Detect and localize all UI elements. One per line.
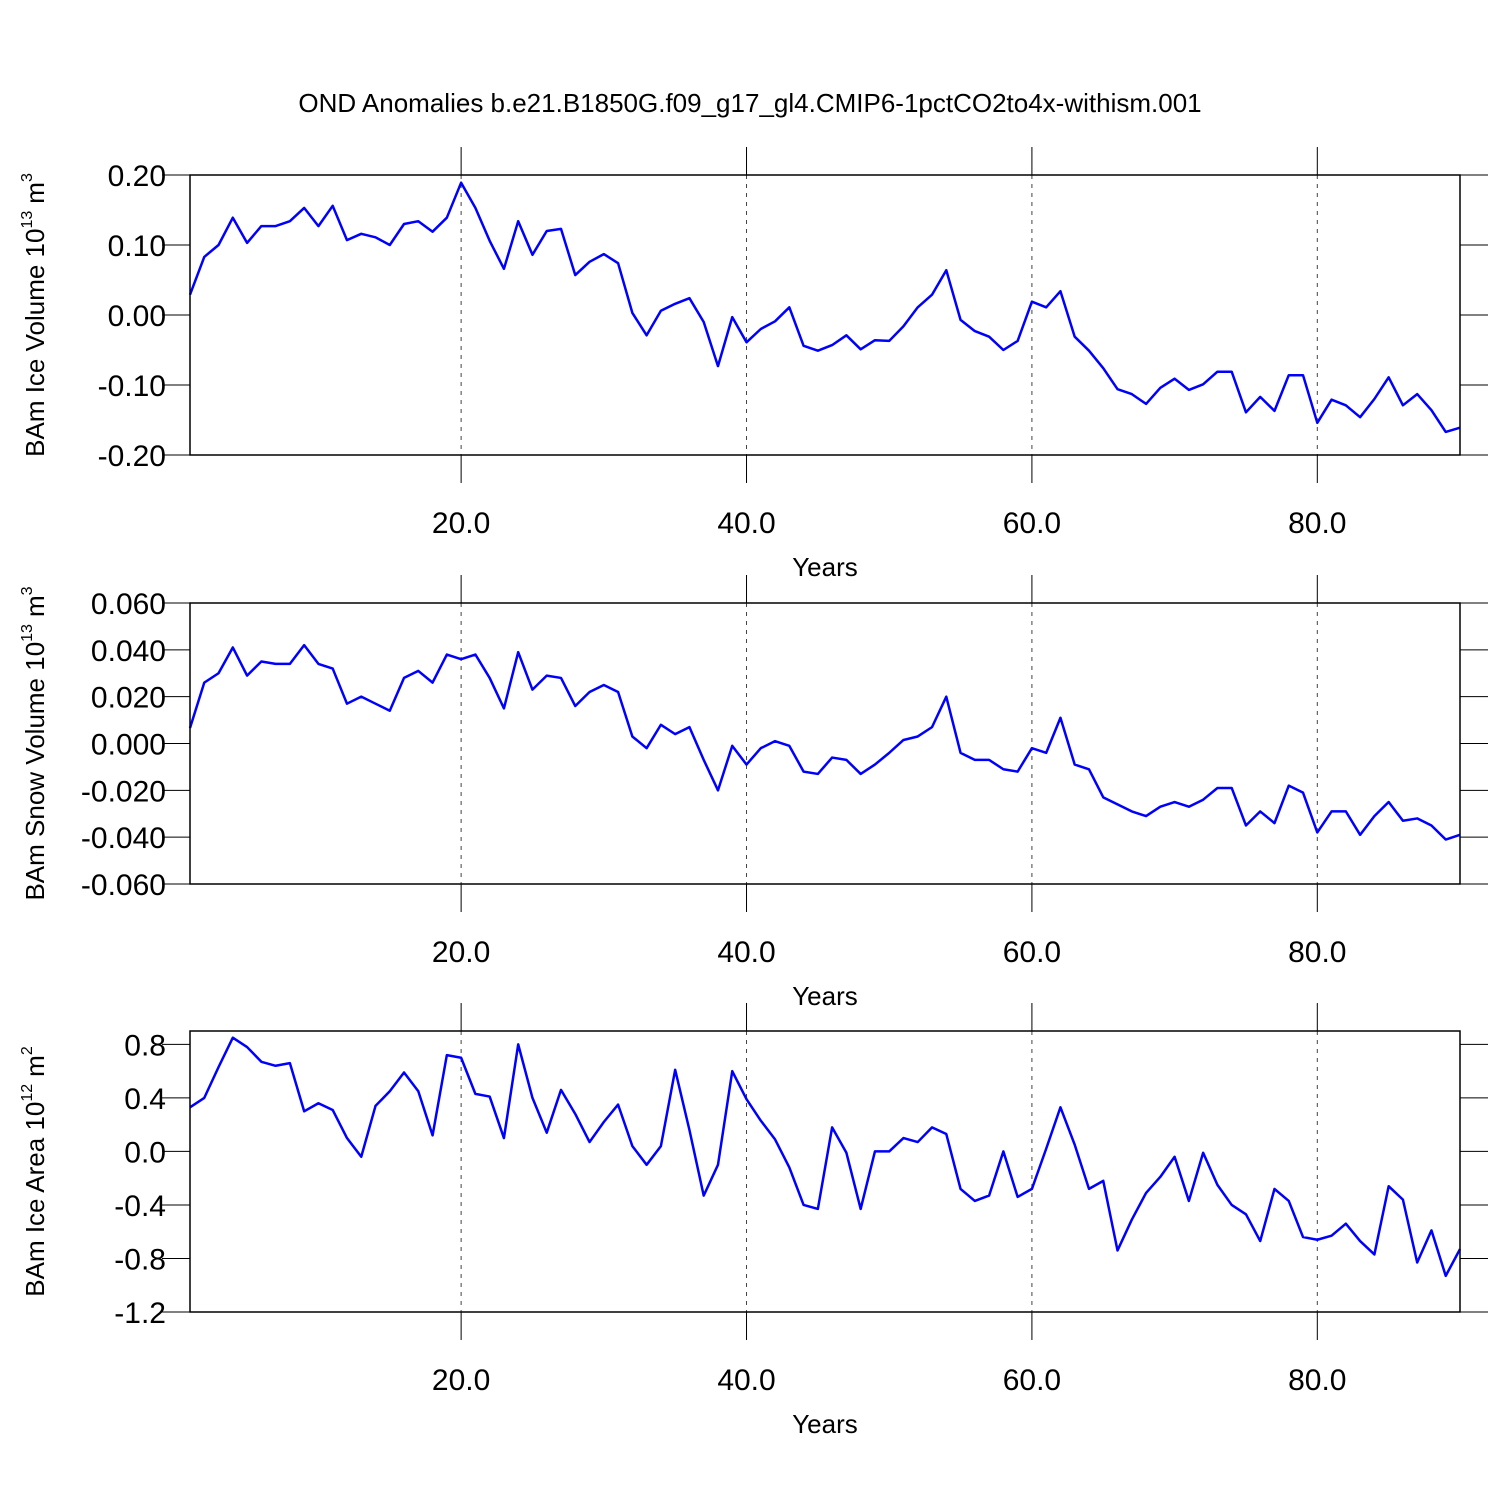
y-label-unit-exponent: 3 — [19, 586, 36, 595]
plot-frame — [189, 1030, 1461, 1313]
y-label-unit: m — [20, 595, 50, 617]
plot-frame — [189, 602, 1461, 885]
y-tick-label: -1.2 — [114, 1297, 166, 1330]
panel: 20.0 40.0 60.0 80.0 0.8 0.4 0.0 -0.4 -0.8 -1.2 Yea… — [19, 1003, 1488, 1439]
x-tick-label: 20.0 — [432, 507, 490, 540]
x-tick-label: 80.0 — [1288, 936, 1346, 969]
x-axis-label: Years — [792, 981, 858, 1011]
y-tick-label: -0.040 — [81, 822, 166, 855]
x-tick-label: 80.0 — [1288, 1364, 1346, 1397]
y-tick-label: 0.10 — [108, 230, 166, 263]
plot-frame — [189, 174, 1461, 456]
y-tick-label: -0.4 — [114, 1190, 166, 1223]
y-axis-label: BAm Ice Area 1012 m2 — [19, 1046, 50, 1297]
y-tick-label: 0.20 — [108, 160, 166, 193]
y-label-unit-exponent: 3 — [19, 173, 36, 182]
y-label-text: BAm Ice Volume 10 — [20, 229, 50, 457]
y-label-text: BAm Snow Volume 10 — [20, 642, 50, 901]
y-tick-label: -0.20 — [98, 440, 166, 473]
x-tick-label: 60.0 — [1003, 936, 1061, 969]
y-tick-label: 0.0 — [124, 1136, 166, 1169]
data-line — [188, 181, 1461, 434]
data-line — [189, 1036, 1462, 1278]
y-tick-label: -0.10 — [98, 370, 166, 403]
y-tick-label: 0.000 — [91, 729, 166, 762]
y-label-text: BAm Ice Area 10 — [20, 1102, 50, 1297]
y-axis-label: BAm Ice Volume 1013 m3 — [19, 173, 50, 457]
y-tick-label: 0.00 — [108, 300, 166, 333]
y-tick-label: 0.060 — [91, 588, 166, 621]
y-tick-label: 0.4 — [124, 1083, 166, 1116]
y-tick-label: 0.040 — [91, 635, 166, 668]
y-tick-label: -0.020 — [81, 775, 166, 808]
x-tick-label: 60.0 — [1003, 507, 1061, 540]
x-axis-label: Years — [792, 552, 858, 582]
x-tick-label: 60.0 — [1003, 1364, 1061, 1397]
y-label-unit: m — [20, 182, 50, 204]
y-tick-label: 0.020 — [91, 682, 166, 715]
y-label-unit-exponent: 2 — [19, 1046, 36, 1055]
y-tick-label: -0.8 — [114, 1243, 166, 1276]
y-label-exponent: 13 — [19, 624, 36, 642]
panel: 20.0 40.0 60.0 80.0 0.060 0.040 0.020 0.000 -0.0… — [19, 575, 1488, 1011]
y-tick-label: 0.8 — [124, 1029, 166, 1062]
x-tick-label: 20.0 — [432, 1364, 490, 1397]
x-tick-label: 40.0 — [717, 936, 775, 969]
y-label-exponent: 13 — [19, 211, 36, 229]
y-axis-label: BAm Snow Volume 1013 m3 — [19, 586, 50, 900]
x-tick-label: 80.0 — [1288, 507, 1346, 540]
panel: 20.0 40.0 60.0 80.0 0.20 0.10 0.00 -0.10 -0.20 Ye… — [19, 147, 1488, 582]
x-axis-label: Years — [792, 1409, 858, 1439]
y-label-exponent: 12 — [19, 1084, 36, 1102]
data-line — [188, 643, 1461, 841]
chart-title: OND Anomalies b.e21.B1850G.f09_g17_gl4.C… — [298, 88, 1201, 118]
y-label-unit: m — [20, 1055, 50, 1077]
x-tick-label: 40.0 — [717, 1364, 775, 1397]
x-tick-label: 20.0 — [432, 936, 490, 969]
y-tick-label: -0.060 — [81, 869, 166, 902]
x-tick-label: 40.0 — [717, 507, 775, 540]
